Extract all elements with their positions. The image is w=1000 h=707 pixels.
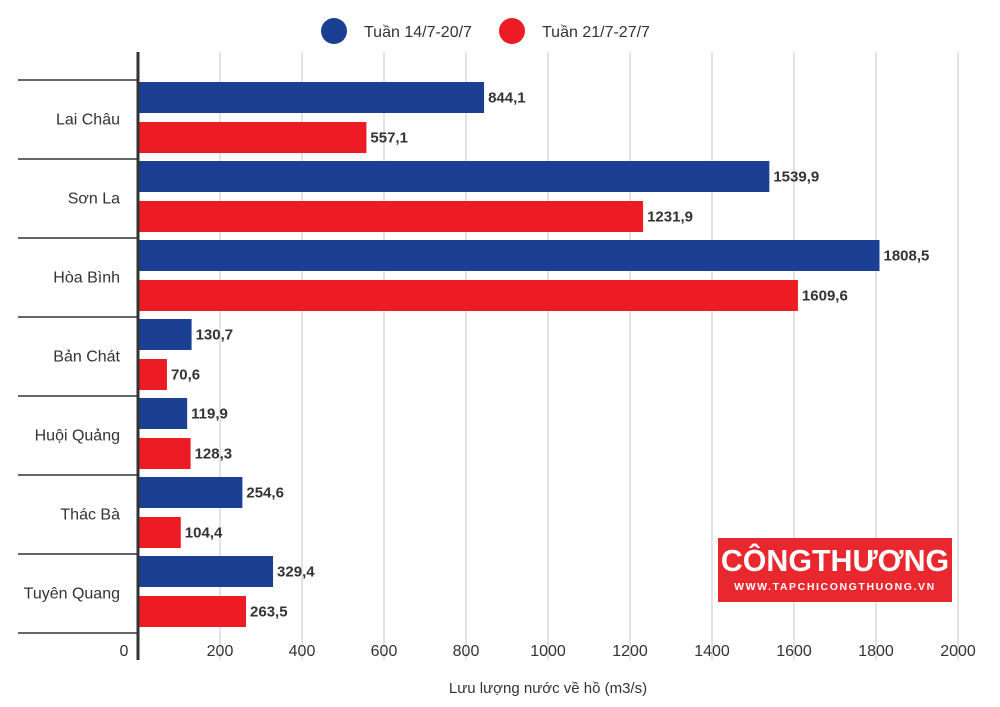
value-label: 70,6	[171, 367, 200, 384]
tick-label: 1200	[612, 643, 648, 660]
category-label: Hòa Bình	[53, 270, 120, 287]
bar	[139, 122, 367, 153]
bar	[139, 556, 274, 587]
watermark-url: WWW.TAPCHICONGTHUONG.VN	[734, 581, 936, 593]
value-label: 263,5	[250, 604, 288, 621]
tick-label: 2000	[940, 643, 976, 660]
category-separators	[18, 79, 138, 634]
category-label: Bản Chát	[53, 349, 120, 366]
value-labels: 844,1 1539,9 1808,5 130,7 119,9 254,6 329,4 557…	[171, 90, 929, 621]
category-label: Huội Quảng	[35, 428, 120, 445]
tick-label: 1600	[776, 643, 812, 660]
tick-label: 400	[289, 643, 316, 660]
legend-label: Tuần 21/7-27/7	[542, 24, 650, 41]
legend-label: Tuần 14/7-20/7	[364, 24, 472, 41]
legend-marker	[321, 18, 347, 44]
category-label: Tuyên Quang	[24, 586, 120, 603]
value-label: 130,7	[196, 327, 234, 344]
tick-label: 200	[207, 643, 234, 660]
value-label: 329,4	[277, 564, 315, 581]
bar	[139, 398, 188, 429]
x-tick-labels: 0 200 400 600 800 1000 1200 1400 1600 1800 2000	[120, 643, 976, 660]
value-label: 1808,5	[883, 248, 929, 265]
tick-label: 800	[453, 643, 480, 660]
x-axis-title: Lưu lượng nước về hồ (m3/s)	[449, 680, 647, 697]
bar	[139, 280, 798, 311]
value-label: 128,3	[195, 446, 233, 463]
tick-label: 600	[371, 643, 398, 660]
bar	[139, 82, 485, 113]
tick-label: 1000	[530, 643, 566, 660]
category-labels: Lai Châu Sơn La Hòa Bình Bản Chát Huội Quảng…	[24, 112, 121, 603]
legend-marker	[499, 18, 525, 44]
value-label: 1609,6	[802, 288, 848, 305]
tick-label: 0	[120, 643, 129, 660]
tick-label: 1400	[694, 643, 730, 660]
value-label: 1539,9	[773, 169, 819, 186]
bar	[139, 161, 770, 192]
bar	[139, 438, 191, 469]
grid-lines	[219, 52, 959, 660]
value-label: 254,6	[246, 485, 284, 502]
category-label: Thác Bà	[60, 507, 120, 524]
category-label: Sơn La	[68, 191, 120, 208]
bar	[139, 359, 167, 390]
value-label: 1231,9	[647, 209, 693, 226]
value-label: 844,1	[488, 90, 526, 107]
bar	[139, 596, 247, 627]
value-label: 119,9	[191, 406, 228, 423]
bars	[139, 82, 880, 627]
bar	[139, 477, 243, 508]
bar	[139, 240, 880, 271]
brand-watermark: CÔNGTHƯƠNG WWW.TAPCHICONGTHUONG.VN	[718, 538, 952, 602]
bar	[139, 517, 181, 548]
tick-label: 1800	[858, 643, 894, 660]
watermark-brand: CÔNGTHƯƠNG	[720, 543, 950, 578]
bar	[139, 201, 644, 232]
value-label: 104,4	[185, 525, 223, 542]
bar	[139, 319, 192, 350]
legend: Tuần 14/7-20/7 Tuần 21/7-27/7	[321, 18, 650, 44]
category-label: Lai Châu	[56, 112, 120, 129]
value-label: 557,1	[370, 130, 408, 147]
